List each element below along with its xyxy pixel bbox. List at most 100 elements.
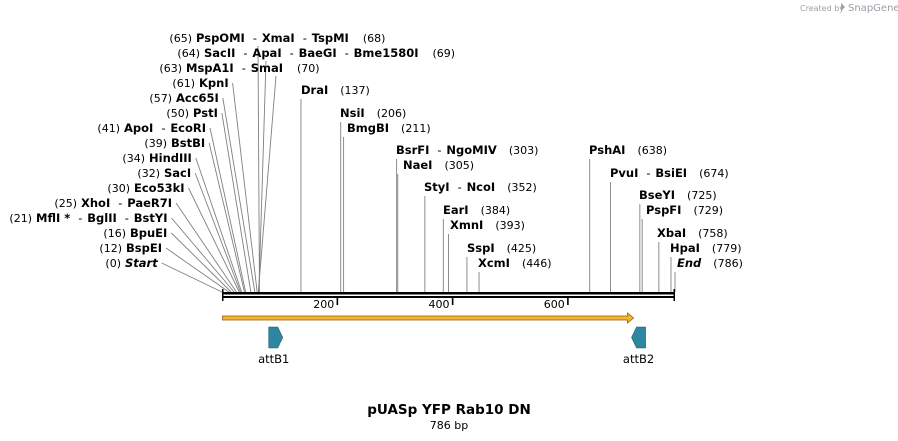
site-separator: - — [345, 46, 349, 60]
cut-site-line — [232, 82, 258, 293]
enzyme-label-baegi[interactable]: BaeGI — [299, 46, 337, 60]
enzyme-label-apai[interactable]: ApaI — [252, 46, 281, 60]
enzyme-label-bpuei[interactable]: BpuEI — [130, 226, 167, 240]
enzyme-label-pspomi[interactable]: PspOMI — [196, 31, 245, 45]
cut-site-line — [222, 97, 256, 293]
enzyme-label-tspmi[interactable]: TspMI — [312, 31, 349, 45]
site-position-label-right: (69) — [432, 47, 455, 60]
enzyme-label-bseyi[interactable]: BseYI — [639, 188, 675, 202]
site-separator: - — [303, 31, 307, 45]
site-position-label: (674) — [699, 167, 729, 180]
snapgene-logo-icon — [841, 3, 845, 11]
enzyme-label-ngomiv[interactable]: NgoMIV — [446, 143, 496, 157]
enzyme-label-xmai[interactable]: XmaI — [262, 31, 295, 45]
enzyme-label-end[interactable]: End — [677, 256, 702, 270]
left-site-5: (50) PstI — [166, 106, 217, 120]
enzyme-label-ncoi[interactable]: NcoI — [467, 180, 496, 194]
tick-mark — [336, 296, 339, 305]
enzyme-label-nsii[interactable]: NsiI — [340, 106, 365, 120]
cut-site-line — [208, 142, 245, 293]
enzyme-label-ecori[interactable]: EcoRI — [170, 121, 206, 135]
enzyme-label-xhoi[interactable]: XhoI — [81, 196, 110, 210]
backbone-bottom-strand — [222, 296, 675, 298]
enzyme-label-kpni[interactable]: KpnI — [199, 76, 229, 90]
cut-site-line — [175, 202, 237, 293]
cut-site-line — [194, 172, 241, 293]
right-site-3: BsrFI - NgoMIV (303) — [396, 143, 538, 157]
left-site-7: (39) BstBI — [144, 136, 205, 150]
tick-mark — [451, 296, 454, 305]
enzyme-label-mfli[interactable]: MflI * — [36, 211, 70, 225]
site-position-label: (41) — [97, 122, 120, 135]
enzyme-label-xmni[interactable]: XmnI — [450, 218, 483, 232]
enzyme-label-pvui[interactable]: PvuI — [610, 166, 638, 180]
site-separator: - — [243, 46, 247, 60]
enzyme-label-sspi[interactable]: SspI — [467, 241, 495, 255]
feature-attb1-label: attB1 — [258, 352, 289, 366]
enzyme-label-bstyi[interactable]: BstYI — [134, 211, 168, 225]
watermark-app: SnapGene — [848, 3, 898, 14]
enzyme-label-smai[interactable]: SmaI — [251, 61, 283, 75]
cut-site-line — [221, 112, 252, 293]
tick-label: 400 — [429, 298, 450, 311]
left-site-12: (21) MflI * - BglII - BstYI — [9, 211, 167, 225]
enzyme-label-eco53ki[interactable]: Eco53kI — [134, 181, 185, 195]
enzyme-label-bme1580i[interactable]: Bme1580I — [354, 46, 419, 60]
enzyme-label-saci[interactable]: SacI — [164, 166, 191, 180]
site-separator: - — [161, 121, 165, 135]
site-position-label-right: (68) — [363, 32, 386, 45]
enzyme-label-naei[interactable]: NaeI — [403, 158, 432, 172]
enzyme-label-styi[interactable]: StyI — [424, 180, 450, 194]
enzyme-label-pshai[interactable]: PshAI — [589, 143, 625, 157]
orf-arrow-shape[interactable] — [222, 312, 635, 324]
site-position-label: (425) — [507, 242, 537, 255]
cut-site-line — [209, 127, 247, 293]
site-position-label: (729) — [693, 204, 723, 217]
site-position-label: (34) — [122, 152, 145, 165]
right-site-14: XbaI (758) — [657, 226, 728, 240]
enzyme-label-acc65i[interactable]: Acc65I — [176, 91, 219, 105]
feature-attb2-arrow[interactable] — [631, 326, 646, 349]
enzyme-label-bsrfi[interactable]: BsrFI — [396, 143, 429, 157]
enzyme-label-eari[interactable]: EarI — [443, 203, 469, 217]
enzyme-label-hpai[interactable]: HpaI — [670, 241, 700, 255]
enzyme-label-pspfi[interactable]: PspFI — [646, 203, 681, 217]
site-position-label: (137) — [340, 84, 370, 97]
right-site-15: HpaI (779) — [670, 241, 742, 255]
feature-attb1-arrow[interactable] — [268, 326, 284, 349]
enzyme-label-sacii[interactable]: SacII — [204, 46, 235, 60]
site-separator: - — [118, 196, 122, 210]
left-site-0: (65) PspOMI - XmaI - TspMI (68) — [169, 31, 385, 45]
cut-site-line — [171, 232, 232, 293]
enzyme-label-bsiei[interactable]: BsiEI — [655, 166, 687, 180]
enzyme-label-bglii[interactable]: BglII — [87, 211, 117, 225]
enzyme-label-mspa1i[interactable]: MspA1I — [186, 61, 234, 75]
enzyme-label-paer7i[interactable]: PaeR7I — [127, 196, 172, 210]
dna-backbone — [222, 289, 675, 301]
tick-label: 600 — [544, 298, 565, 311]
site-position-label: (12) — [99, 242, 122, 255]
site-separator: - — [646, 166, 650, 180]
cut-site-line — [195, 157, 243, 293]
backbone-start-cap — [222, 289, 224, 301]
right-site-12: BseYI (725) — [639, 188, 717, 202]
enzyme-label-start[interactable]: Start — [125, 256, 158, 270]
enzyme-label-apoi[interactable]: ApoI — [124, 121, 153, 135]
left-site-4: (57) Acc65I — [149, 91, 218, 105]
enzyme-label-bmgbi[interactable]: BmgBI — [347, 121, 389, 135]
enzyme-label-hindiii[interactable]: HindIII — [149, 151, 192, 165]
site-position-label: (30) — [107, 182, 130, 195]
enzyme-label-psti[interactable]: PstI — [193, 106, 218, 120]
site-position-label: (352) — [507, 181, 537, 194]
enzyme-label-bspei[interactable]: BspEI — [126, 241, 162, 255]
site-position-label: (446) — [522, 257, 552, 270]
enzyme-label-xbai[interactable]: XbaI — [657, 226, 686, 240]
enzyme-label-bstbi[interactable]: BstBI — [171, 136, 205, 150]
enzyme-label-xcmi[interactable]: XcmI — [478, 256, 510, 270]
left-site-9: (32) SacI — [137, 166, 191, 180]
cut-site-line — [171, 217, 235, 293]
site-position-label-right: (70) — [297, 62, 320, 75]
enzyme-label-drai[interactable]: DraI — [301, 83, 328, 97]
right-site-1: NsiI (206) — [340, 106, 406, 120]
